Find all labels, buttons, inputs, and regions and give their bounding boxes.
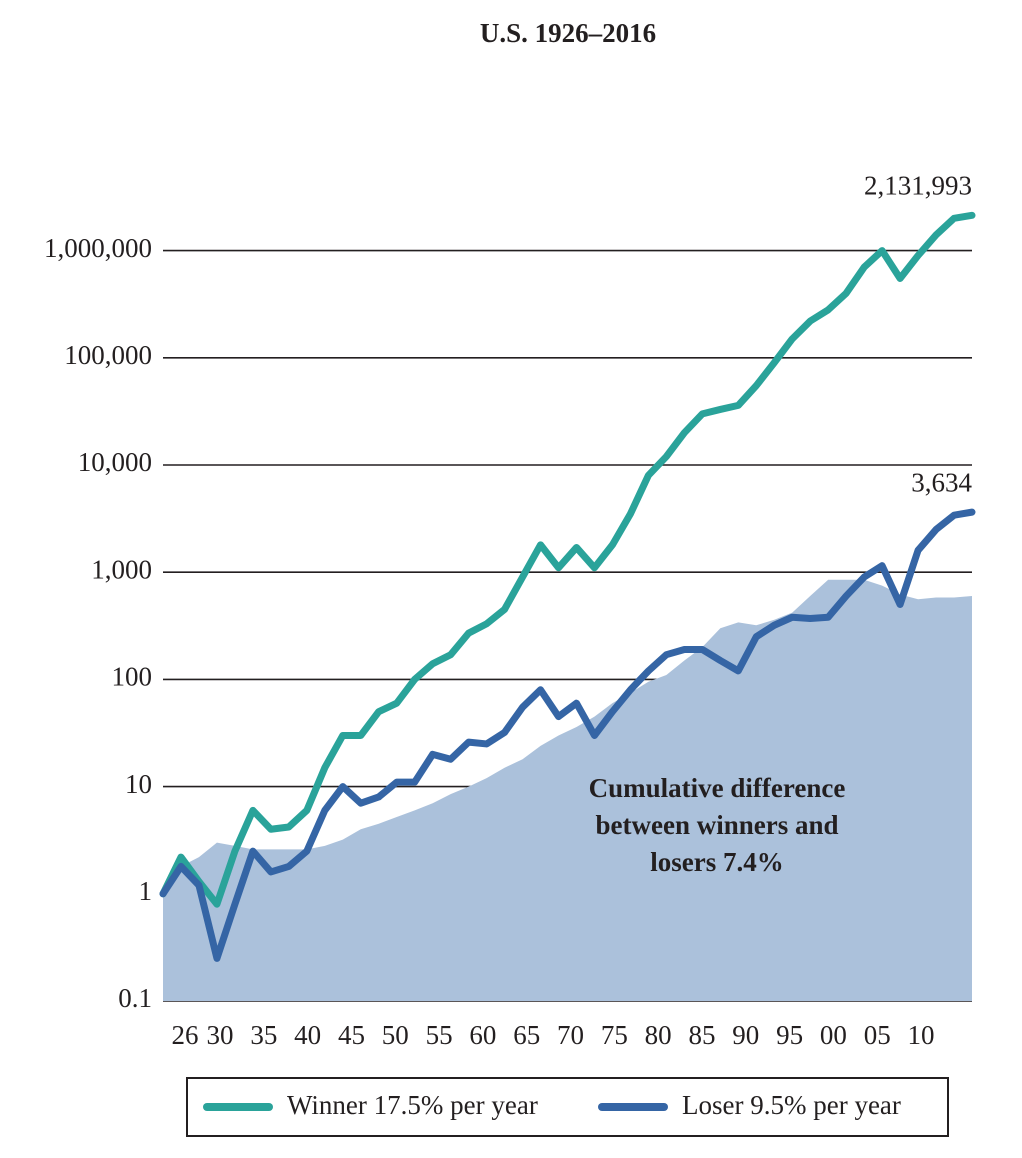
y-tick-label: 10	[125, 769, 152, 799]
x-tick-label: 95	[776, 1020, 803, 1050]
x-tick-label: 70	[557, 1020, 584, 1050]
x-tick-label: 50	[382, 1020, 409, 1050]
x-tick-label: 40	[294, 1020, 321, 1050]
x-tick-label: 60	[469, 1020, 496, 1050]
area	[163, 579, 972, 1001]
x-tick-label: 35	[250, 1020, 277, 1050]
legend-label: Loser 9.5% per year	[682, 1090, 901, 1120]
y-tick-label: 100	[112, 662, 153, 692]
x-tick-label: 85	[688, 1020, 715, 1050]
legend-box	[186, 1077, 949, 1137]
annotation: between winners and	[595, 810, 838, 840]
x-tick-label: 55	[426, 1020, 453, 1050]
x-tick-label: 45	[338, 1020, 365, 1050]
line	[159, 508, 976, 962]
legend-label: Winner 17.5% per year	[287, 1090, 538, 1120]
y-tick-label: 10,000	[78, 447, 152, 477]
x-tick-label: 90	[732, 1020, 759, 1050]
x-tick-label: 00	[820, 1020, 847, 1050]
x-tick-label: 05	[864, 1020, 891, 1050]
x-tick-label: 10	[908, 1020, 935, 1050]
x-tick-label: 26	[172, 1020, 199, 1050]
y-tick-label: 1,000	[91, 554, 152, 584]
x-tick-label: 75	[601, 1020, 628, 1050]
chart-title: U.S. 1926–2016	[480, 18, 656, 48]
x-tick-label: 30	[207, 1020, 234, 1050]
data-label: 2,131,993	[864, 171, 972, 201]
annotation: Cumulative difference	[589, 773, 846, 803]
data-label: 3,634	[911, 467, 972, 497]
x-tick-label: 80	[645, 1020, 672, 1050]
y-tick-label: 1	[139, 876, 153, 906]
line	[159, 211, 976, 908]
y-tick-label: 100,000	[64, 340, 152, 370]
y-tick-label: 0.1	[118, 983, 152, 1013]
annotation: losers 7.4%	[650, 847, 783, 877]
x-tick-label: 65	[513, 1020, 540, 1050]
y-tick-label: 1,000,000	[44, 233, 152, 263]
